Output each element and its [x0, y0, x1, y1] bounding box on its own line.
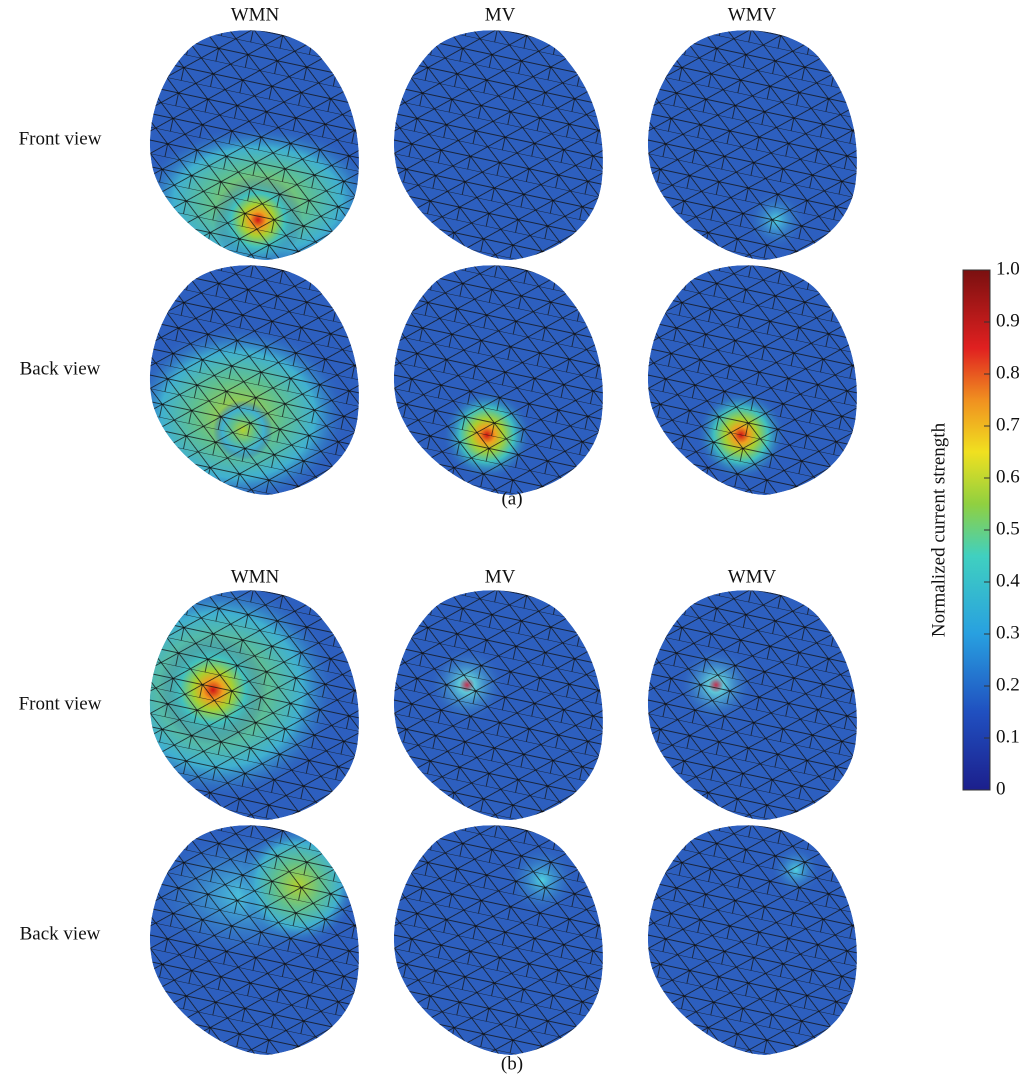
tick-label: 0.7 [996, 414, 1020, 435]
mesh-panel [138, 815, 368, 1055]
tick-label: 0.2 [996, 674, 1020, 695]
row-label: Front view [19, 128, 102, 149]
mesh-panel [392, 815, 612, 1055]
mesh-panel [392, 20, 612, 260]
column-header: WMV [728, 4, 777, 25]
tick-label: 0.9 [996, 310, 1020, 331]
mesh-panel [646, 255, 866, 495]
mesh-panel [392, 580, 612, 820]
column-header: MV [485, 566, 516, 587]
mesh-panel [98, 580, 368, 820]
mesh-panel [646, 20, 866, 260]
mesh-panel [128, 255, 368, 505]
colorbar-label: Normalized current strength [928, 422, 949, 637]
column-header: WMN [231, 4, 280, 25]
tick-label: 0.8 [996, 362, 1020, 383]
column-header: MV [485, 4, 516, 25]
tick-label: 0 [996, 778, 1006, 799]
mesh-panel [646, 580, 866, 820]
column-header: WMV [728, 566, 777, 587]
panel-label: (b) [501, 1053, 523, 1074]
tick-label: 0.5 [996, 518, 1020, 539]
tick-label: 0.1 [996, 726, 1020, 747]
row-label: Front view [19, 693, 102, 714]
row-label: Back view [20, 923, 101, 944]
panel-label: (a) [501, 488, 522, 509]
tick-label: 1.0 [996, 258, 1020, 279]
column-header: WMN [231, 566, 280, 587]
tick-label: 0.6 [996, 466, 1020, 487]
mesh-panel [392, 255, 612, 495]
tick-label: 0.4 [996, 570, 1020, 591]
mesh-panel [646, 815, 866, 1055]
figure: Normalized current strength WMN MV WMV Fron… [0, 0, 1026, 1079]
tick-label: 0.3 [996, 622, 1020, 643]
mesh-panel [138, 20, 378, 275]
row-label: Back view [20, 358, 101, 379]
